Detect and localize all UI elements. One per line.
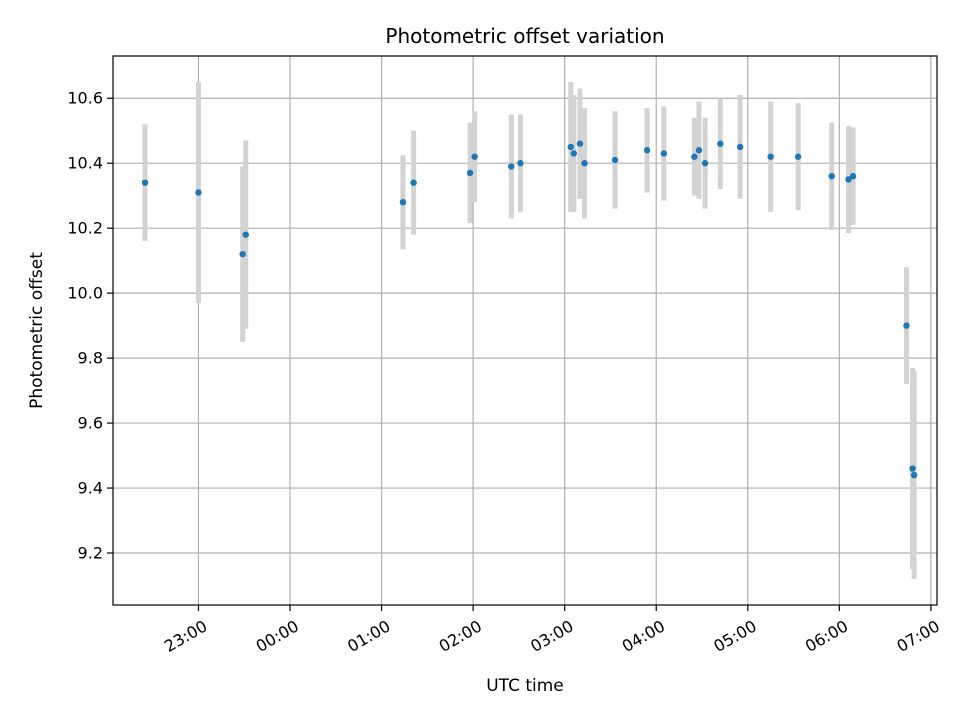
data-points	[141, 140, 918, 479]
data-point	[828, 172, 835, 180]
chart-title: Photometric offset variation	[385, 24, 664, 48]
data-point	[508, 163, 515, 170]
data-point	[581, 160, 588, 167]
y-tick-label: 9.8	[78, 349, 103, 368]
data-point	[242, 231, 249, 238]
data-point	[717, 140, 724, 147]
data-point	[570, 150, 578, 157]
data-point	[611, 156, 619, 164]
data-point	[767, 153, 774, 160]
y-tick-label: 10.6	[67, 89, 103, 108]
x-axis-title: UTC time	[486, 676, 564, 696]
data-point	[195, 189, 202, 196]
data-point	[695, 147, 703, 154]
data-point	[903, 322, 910, 329]
data-point	[466, 169, 474, 177]
y-tick-label: 9.4	[78, 479, 103, 498]
data-point	[643, 147, 651, 154]
y-axis-title: Photometric offset	[27, 252, 47, 409]
data-point	[576, 140, 584, 147]
grid	[113, 56, 937, 605]
data-point	[701, 160, 709, 167]
y-tick-label: 10.4	[67, 154, 103, 173]
y-tick-label: 10.0	[67, 284, 103, 303]
data-point	[845, 176, 852, 183]
data-point	[909, 465, 916, 472]
data-point	[910, 471, 918, 479]
data-point	[399, 198, 407, 206]
data-point	[660, 150, 668, 157]
data-point	[517, 160, 524, 167]
y-tick-label: 9.6	[78, 414, 103, 433]
y-tick-label: 9.2	[78, 544, 103, 563]
data-point	[567, 143, 574, 151]
data-point	[736, 143, 744, 151]
data-point	[410, 179, 417, 186]
data-point	[691, 153, 698, 160]
y-tick-label: 10.2	[67, 219, 103, 238]
data-point	[239, 250, 246, 258]
plot-frame	[112, 55, 938, 606]
data-point	[849, 172, 857, 180]
data-point	[794, 153, 802, 160]
data-point	[471, 153, 478, 160]
data-point	[141, 179, 149, 186]
